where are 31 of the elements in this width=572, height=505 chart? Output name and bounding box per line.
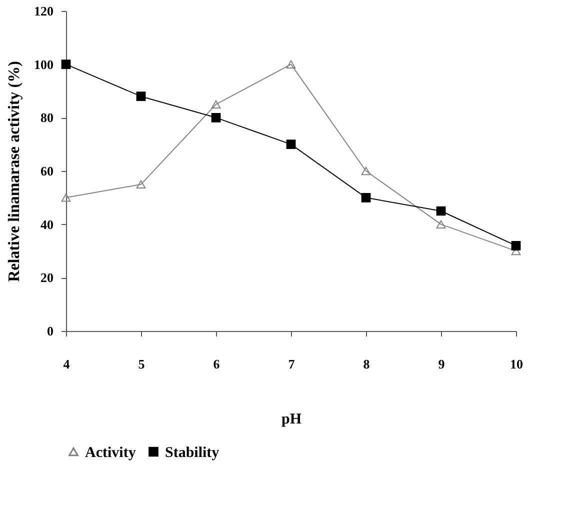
point [136, 92, 146, 102]
x-axis-title: pH [281, 412, 302, 428]
point [436, 206, 446, 216]
point [136, 180, 146, 188]
point [436, 220, 446, 228]
y-axis-title: Relative linamarase activity (%) [6, 61, 23, 282]
point [286, 60, 296, 68]
x-tick-label: 6 [213, 356, 220, 372]
y-tick-label: 40 [40, 216, 54, 232]
y-tick-label: 0 [47, 324, 54, 338]
point [61, 60, 71, 70]
x-tick-label: 4 [63, 356, 70, 372]
point [286, 140, 296, 150]
y-tick-label: 100 [34, 56, 54, 72]
point [361, 166, 371, 176]
point [211, 112, 221, 122]
x-tick-label: 8 [363, 356, 370, 372]
x-tick-label: 5 [138, 356, 146, 372]
y-tick-label: 120 [34, 4, 54, 18]
point [211, 100, 221, 108]
x-tick-label: 7 [288, 356, 296, 372]
legend-label: Stability [165, 444, 220, 461]
x-tick-label: 9 [438, 356, 446, 372]
legend-label: Activity [85, 444, 136, 461]
y-tick-label: 80 [40, 110, 54, 126]
y-tick-label: 60 [40, 164, 54, 178]
point [511, 240, 521, 250]
x-tick-label: 10 [510, 356, 523, 372]
point [361, 192, 371, 202]
y-tick-label: 20 [40, 270, 54, 286]
point [61, 194, 71, 202]
